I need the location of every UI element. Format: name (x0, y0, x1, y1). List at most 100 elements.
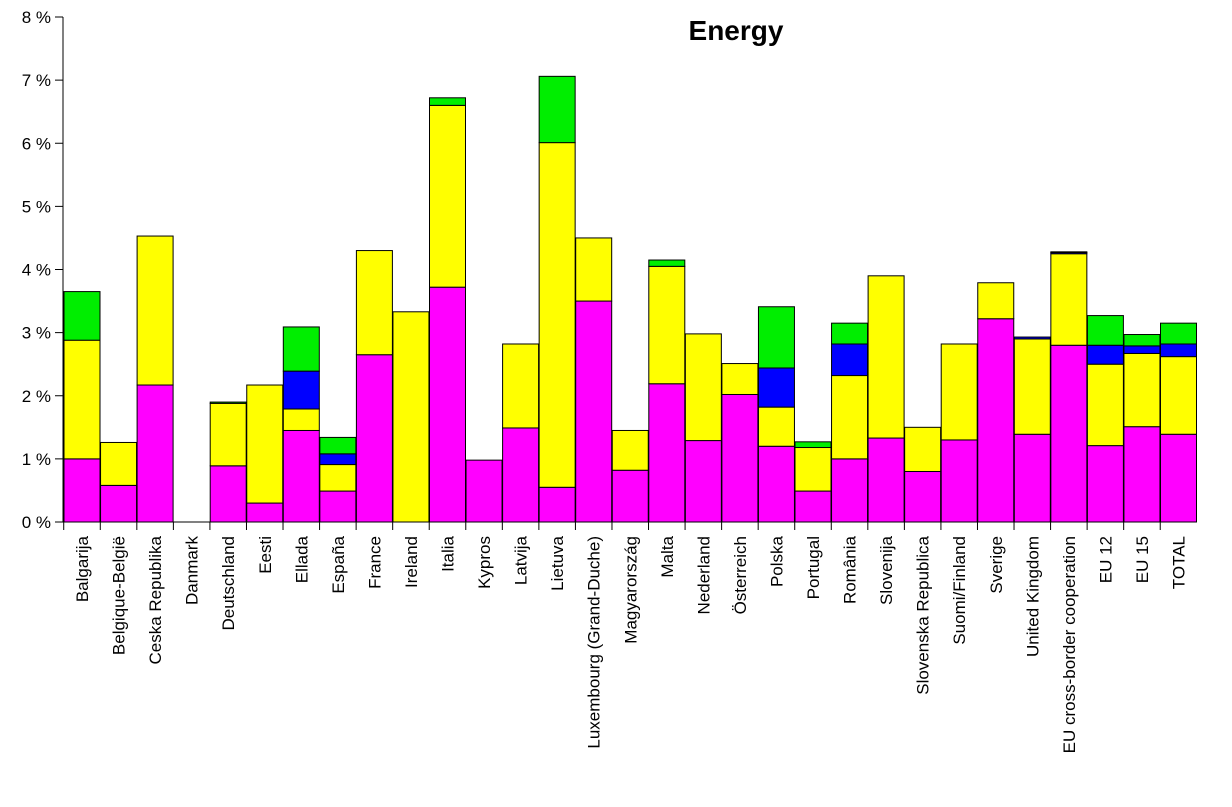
bar-segment (757, 445, 795, 523)
y-tick-label: 1 % (22, 450, 51, 469)
bar-segment (831, 458, 869, 523)
bar-segment (794, 441, 832, 449)
bar-segment (831, 322, 869, 345)
y-tick-label: 8 % (22, 8, 51, 27)
x-tick-label: EU 15 (1133, 536, 1152, 583)
bar-segment (721, 363, 759, 395)
x-tick-label: Danmark (183, 536, 202, 605)
bar-segment (209, 402, 247, 467)
bar-segment (867, 437, 905, 523)
bar-segment (721, 393, 759, 523)
bar-segment (1160, 356, 1197, 435)
bar-segment (429, 286, 466, 523)
bar-segment (136, 384, 174, 523)
bar-segment (1086, 445, 1124, 523)
y-tick-label: 3 % (22, 324, 51, 343)
bar-segment (282, 429, 320, 523)
y-tick-label: 4 % (22, 261, 51, 280)
y-tick-label: 2 % (22, 387, 51, 406)
x-tick-label: EU 12 (1096, 536, 1115, 583)
bar-segment (1160, 322, 1197, 345)
bar-segment (282, 370, 320, 410)
x-tick-label: Magyarország (621, 536, 640, 644)
bar-segment (831, 343, 869, 377)
bar-segment (355, 354, 393, 523)
x-tick-label: Belgique-België (110, 536, 129, 655)
bar-segment (1050, 253, 1088, 346)
bar-segment (1013, 336, 1051, 340)
bar-segment (1013, 338, 1051, 435)
bar-segment (538, 486, 576, 523)
x-tick-label: Luxembourg (Grand-Duche) (585, 536, 604, 749)
bar-segment (429, 104, 466, 288)
bar-segment (538, 75, 576, 144)
x-tick-label: Malta (658, 535, 677, 577)
bar-segment (355, 250, 393, 356)
x-tick-label: Österreich (731, 536, 750, 614)
bar-segment (392, 311, 430, 523)
bar-segment (319, 464, 357, 492)
y-tick-label: 0 % (22, 513, 51, 532)
bar-segment (246, 502, 284, 523)
bar-segment (977, 318, 1015, 523)
y-tick-label: 5 % (22, 197, 51, 216)
bar-segment (757, 406, 795, 447)
bar-segment (282, 326, 320, 372)
bar-segment (282, 408, 320, 431)
bar-segment (502, 427, 540, 523)
bar-segment (977, 282, 1015, 320)
x-tick-label: Balgarija (73, 535, 92, 602)
x-tick-label: TOTAL (1170, 536, 1189, 589)
bar-segment (904, 426, 942, 472)
x-tick-label: Suomi/Finland (950, 536, 969, 645)
bar-segment (940, 343, 978, 441)
bar-segment (648, 383, 686, 523)
bar-segment (209, 401, 247, 404)
x-tick-label: EU cross-border cooperation (1060, 536, 1079, 753)
bar-segment (63, 339, 101, 460)
chart-title: Energy (689, 15, 784, 46)
bar-segment (63, 291, 101, 341)
x-tick-label: Ellada (292, 535, 311, 583)
x-tick-label: România (841, 535, 860, 604)
bar-segment (246, 384, 284, 504)
x-tick-label: Ceska Republika (146, 535, 165, 664)
bar-segment (1013, 433, 1051, 523)
bar-segment (319, 490, 357, 523)
bar-segment (1123, 426, 1161, 523)
bar-segment (63, 458, 101, 523)
x-tick-label: Slovenija (877, 535, 896, 605)
x-tick-label: Portugal (804, 536, 823, 599)
bar-segment (648, 265, 686, 385)
bar-segment (1050, 251, 1088, 253)
x-tick-label: Kypros (475, 536, 494, 589)
bar-segment (1086, 344, 1124, 365)
bar-segment (1086, 363, 1124, 447)
x-tick-label: Ireland (402, 536, 421, 588)
bar-segment (1160, 343, 1197, 358)
y-axis: 0 % 1 % 2 % 3 % 4 % 5 % 6 % 7 % 8 % (22, 8, 64, 532)
bar-segment (1123, 352, 1161, 428)
bar-segment (684, 333, 722, 442)
bar-segment (1086, 315, 1124, 346)
bar-segment (538, 142, 576, 488)
bar-segment (1160, 433, 1197, 523)
x-tick-label: Deutschland (219, 536, 238, 631)
bar-segment (794, 447, 832, 492)
bar-segment (575, 300, 613, 523)
bar-segment (319, 436, 357, 455)
bar-segment (1050, 344, 1088, 523)
x-tick-label: Polska (767, 535, 786, 587)
bar-segment (757, 306, 795, 369)
bar-segment (502, 343, 540, 429)
x-tick-label: Sverige (987, 536, 1006, 594)
bar-segment (100, 441, 138, 486)
x-tick-label: United Kingdom (1023, 536, 1042, 657)
y-tick-label: 6 % (22, 134, 51, 153)
x-tick-label: Slovenska Republica (914, 535, 933, 694)
bar-segment (209, 465, 247, 523)
bar-segment (611, 429, 649, 471)
bar-segment (867, 275, 905, 439)
x-tick-label: Eesti (256, 536, 275, 574)
